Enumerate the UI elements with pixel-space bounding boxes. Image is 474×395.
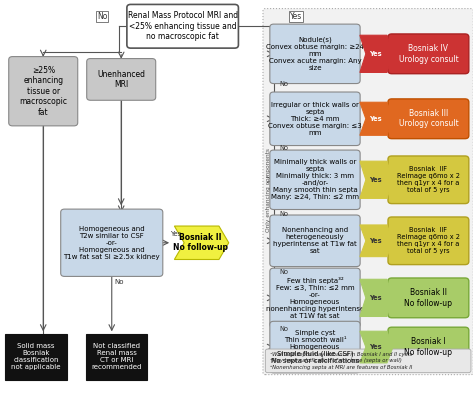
- Bar: [5, 334, 67, 380]
- Text: Yes: Yes: [370, 51, 382, 57]
- Text: Nodule(s)
Convex obtuse margin: ≥24
mm
Convex acute margin: Any
size: Nodule(s) Convex obtuse margin: ≥24 mm C…: [266, 37, 364, 71]
- Text: Not classified
Renal mass
CT or MRI
recommended: Not classified Renal mass CT or MRI reco…: [91, 343, 142, 371]
- Text: Solid mass
Bosniak
classification
not applicable: Solid mass Bosniak classification not ap…: [11, 343, 61, 371]
- FancyBboxPatch shape: [388, 156, 469, 203]
- FancyBboxPatch shape: [270, 321, 360, 373]
- FancyBboxPatch shape: [127, 4, 238, 48]
- FancyBboxPatch shape: [270, 24, 360, 84]
- Text: Nonenhancing and
heterogeneously
hyperintense at T1w fat
sat: Nonenhancing and heterogeneously hyperin…: [273, 227, 357, 254]
- Text: Few thin septa³²
Few: ≤3, Thin: ≤2 mm
-or-
Homogeneous
nonenhancing hyperintense: Few thin septa³² Few: ≤3, Thin: ≤2 mm -o…: [266, 277, 364, 319]
- Text: Yes: Yes: [370, 295, 382, 301]
- FancyBboxPatch shape: [270, 215, 360, 267]
- Text: Yes: Yes: [290, 12, 302, 21]
- FancyBboxPatch shape: [263, 9, 474, 374]
- Text: Bosniak IV
Urology consult: Bosniak IV Urology consult: [399, 44, 458, 64]
- FancyBboxPatch shape: [270, 92, 360, 145]
- Text: No: No: [280, 81, 289, 87]
- Polygon shape: [360, 331, 393, 363]
- Text: Irregular or thick walls or
septa
Thick: ≥4 mm
Convex obtuse margin: ≤3
mm: Irregular or thick walls or septa Thick:…: [268, 102, 362, 136]
- FancyBboxPatch shape: [388, 34, 469, 74]
- Text: Unenhanced
MRI: Unenhanced MRI: [97, 70, 145, 89]
- Text: Yes: Yes: [370, 344, 382, 350]
- FancyBboxPatch shape: [388, 327, 469, 367]
- FancyBboxPatch shape: [270, 150, 360, 209]
- Text: ¹Wall and septa may enhance in Bosniak I and II cysts
²May have calcification of: ¹Wall and septa may enhance in Bosniak I…: [270, 352, 412, 370]
- Polygon shape: [360, 279, 393, 316]
- Text: Bosniak  IIF
Reimage q6mo x 2
then q1yr x 4 for a
total of 5 yrs: Bosniak IIF Reimage q6mo x 2 then q1yr x…: [397, 227, 460, 254]
- Text: Simple cyst
Thin smooth wall¹
Homogeneous
Simple fluid (like CSF)
No septa or ca: Simple cyst Thin smooth wall¹ Homogeneou…: [271, 330, 359, 364]
- Text: Homogeneous and
T2w similar to CSF
-or-
Homogeneous and
T1w fat sat SI ≥2.5x kid: Homogeneous and T2w similar to CSF -or- …: [64, 226, 160, 260]
- Text: No: No: [97, 12, 108, 21]
- FancyBboxPatch shape: [87, 58, 156, 100]
- FancyBboxPatch shape: [388, 278, 469, 318]
- Text: No: No: [280, 326, 289, 332]
- Polygon shape: [360, 225, 393, 257]
- Polygon shape: [360, 35, 393, 72]
- Text: No: No: [114, 279, 124, 285]
- Text: No: No: [280, 145, 289, 151]
- Text: ≥25%
enhancing
tissue or
macroscopic
fat: ≥25% enhancing tissue or macroscopic fat: [19, 66, 67, 117]
- Text: Only enhancing components: Only enhancing components: [266, 148, 271, 231]
- Text: Bosniak II
No follow-up: Bosniak II No follow-up: [173, 233, 228, 252]
- Polygon shape: [360, 102, 393, 135]
- Text: Renal Mass Protocol MRI and
<25% enhancing tissue and
no macroscopic fat: Renal Mass Protocol MRI and <25% enhanci…: [128, 11, 238, 41]
- FancyBboxPatch shape: [265, 349, 471, 372]
- Text: Yes: Yes: [170, 231, 181, 237]
- Bar: [86, 334, 147, 380]
- Text: Bosniak  IIF
Reimage q6mo x 2
then q1yr x 4 for a
total of 5 yrs: Bosniak IIF Reimage q6mo x 2 then q1yr x…: [397, 166, 460, 193]
- Text: No: No: [280, 269, 289, 275]
- Text: Yes: Yes: [370, 116, 382, 122]
- Text: Bosniak I
No follow-up: Bosniak I No follow-up: [404, 337, 452, 357]
- Polygon shape: [360, 161, 393, 198]
- FancyBboxPatch shape: [388, 99, 469, 139]
- Text: Minimally thick walls or
septa
Minimally thick: 3 mm
-and/or-
Many smooth thin s: Minimally thick walls or septa Minimally…: [271, 159, 359, 200]
- Text: Yes: Yes: [370, 238, 382, 244]
- Text: No: No: [280, 211, 289, 217]
- Text: Yes: Yes: [370, 177, 382, 183]
- Text: Bosniak III
Urology consult: Bosniak III Urology consult: [399, 109, 458, 128]
- FancyBboxPatch shape: [61, 209, 163, 276]
- Text: Bosniak II
No follow-up: Bosniak II No follow-up: [404, 288, 452, 308]
- Polygon shape: [174, 226, 229, 260]
- FancyBboxPatch shape: [388, 217, 469, 265]
- FancyBboxPatch shape: [9, 56, 78, 126]
- FancyBboxPatch shape: [270, 268, 360, 327]
